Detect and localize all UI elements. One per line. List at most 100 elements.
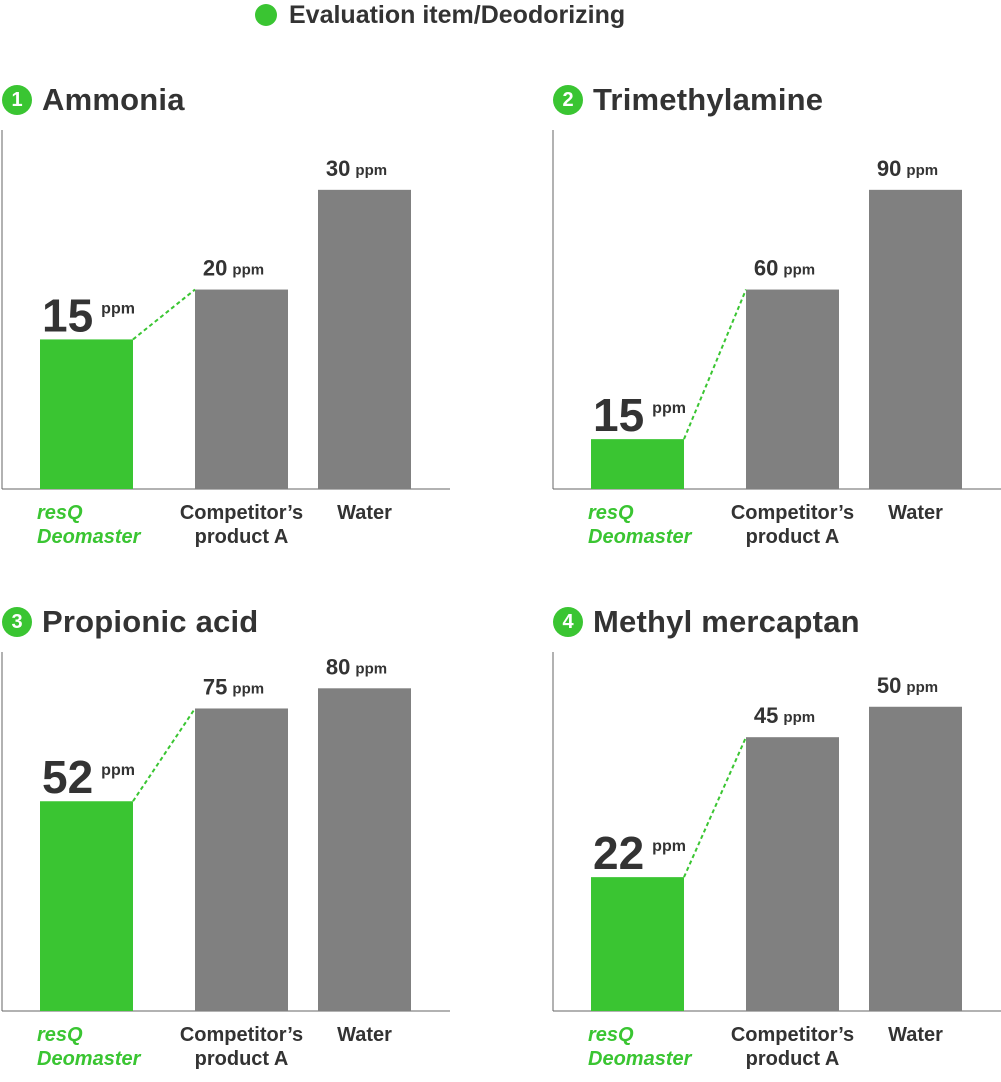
- bar-2: [869, 189, 962, 490]
- number-badge-icon: 1: [2, 85, 32, 115]
- chart-title: 3 Propionic acid: [2, 604, 259, 639]
- bar-0: [40, 801, 133, 1011]
- chart-title: 2 Trimethylamine: [553, 82, 824, 117]
- bar-2: [318, 688, 411, 1011]
- legend-header: Evaluation item/Deodorizing: [255, 0, 625, 30]
- tick-label: Competitor’s product A: [180, 1024, 303, 1070]
- tick-label-line: Competitor’s: [731, 1024, 854, 1046]
- bar-0: [40, 339, 133, 489]
- tick-label-line: resQ: [588, 502, 634, 524]
- chart-panel-trimethylamine: 2 Trimethylamine 15 ppm resQ Deomaster 60 ppm…: [551, 0, 1001, 548]
- data-label-unit: ppm: [652, 400, 686, 417]
- chart-title: 1 Ammonia: [2, 82, 185, 117]
- data-label: 15 ppm: [42, 289, 135, 341]
- tick-label: Water: [337, 502, 392, 524]
- bar-0: [591, 877, 684, 1011]
- tick-label-line: product A: [746, 526, 840, 548]
- data-label-value: 45: [754, 703, 778, 728]
- data-label: 75 ppm: [203, 674, 264, 699]
- chart-title-text: Propionic acid: [42, 604, 259, 639]
- comparison-connector-line: [683, 289, 747, 440]
- data-label-value: 15: [593, 389, 644, 441]
- data-label-unit: ppm: [652, 838, 686, 855]
- data-label-unit: ppm: [232, 262, 264, 279]
- data-label-unit: ppm: [783, 262, 815, 279]
- tick-label: resQ Deomaster: [37, 1024, 142, 1070]
- data-label-unit: ppm: [101, 762, 135, 779]
- data-label-value: 60: [754, 256, 778, 281]
- bar-chart: 52 ppm resQ Deomaster 75 ppm Competitor’s produ…: [1, 652, 450, 1070]
- data-label-value: 52: [42, 751, 93, 803]
- tick-label: Competitor’s product A: [731, 1024, 854, 1070]
- tick-label-line: Water: [337, 1024, 392, 1046]
- data-label: 45 ppm: [754, 703, 815, 728]
- data-label: 20 ppm: [203, 256, 264, 281]
- data-label-value: 20: [203, 256, 227, 281]
- bar-1: [746, 737, 839, 1011]
- data-label: 80 ppm: [326, 654, 387, 679]
- comparison-connector-line: [683, 736, 747, 878]
- tick-label-line: Deomaster: [37, 526, 142, 548]
- chart-panel-methyl-mercaptan: 4 Methyl mercaptan 22 ppm resQ Deomaster 45 p…: [551, 522, 1001, 1070]
- chart-title-text: Ammonia: [42, 82, 185, 117]
- tick-label-line: product A: [195, 1048, 289, 1070]
- tick-label-line: resQ: [37, 502, 83, 524]
- tick-label: Competitor’s product A: [180, 502, 303, 548]
- tick-label-line: Water: [337, 502, 392, 524]
- tick-label-line: Competitor’s: [180, 1024, 303, 1046]
- data-label: 15 ppm: [593, 389, 686, 441]
- data-label: 60 ppm: [754, 256, 815, 281]
- tick-label-line: product A: [195, 526, 289, 548]
- chart-title-text: Methyl mercaptan: [593, 604, 860, 639]
- bar-0: [591, 439, 684, 489]
- chart-title: 4 Methyl mercaptan: [553, 604, 860, 639]
- data-label-value: 80: [326, 654, 350, 679]
- data-label-unit: ppm: [355, 660, 387, 677]
- tick-label-line: resQ: [588, 1024, 634, 1046]
- bar-1: [195, 708, 288, 1011]
- bar-chart: 15 ppm resQ Deomaster 60 ppm Competitor’s produ…: [552, 130, 1001, 548]
- data-label: 90 ppm: [877, 156, 938, 181]
- data-label-value: 15: [42, 289, 93, 341]
- data-label-value: 90: [877, 156, 901, 181]
- tick-label-line: resQ: [37, 1024, 83, 1046]
- tick-label-line: product A: [746, 1048, 840, 1070]
- tick-label-line: Deomaster: [37, 1048, 142, 1070]
- data-label-unit: ppm: [783, 709, 815, 726]
- data-label-unit: ppm: [232, 680, 264, 697]
- data-label-unit: ppm: [101, 300, 135, 317]
- header-label: Evaluation item/Deodorizing: [289, 0, 626, 29]
- comparison-connector-line: [132, 288, 196, 341]
- number-badge-icon: 2: [553, 85, 583, 115]
- data-label-value: 75: [203, 674, 227, 699]
- tick-label-line: Competitor’s: [731, 502, 854, 524]
- tick-label: Competitor’s product A: [731, 502, 854, 548]
- bar-2: [318, 189, 411, 490]
- green-dot-icon: [255, 4, 277, 26]
- tick-label-line: Water: [888, 502, 943, 524]
- bar-1: [195, 289, 288, 489]
- bar-chart: 15 ppm resQ Deomaster 20 ppm Competitor’s produ…: [1, 130, 450, 548]
- chart-panel-propionic-acid: 3 Propionic acid 52 ppm resQ Deomaster 75 ppm…: [0, 522, 450, 1070]
- data-label-value: 50: [877, 673, 901, 698]
- tick-label: Water: [888, 1024, 943, 1046]
- bar-chart: 22 ppm resQ Deomaster 45 ppm Competitor’s produ…: [552, 652, 1001, 1070]
- tick-label: resQ Deomaster: [588, 1024, 693, 1070]
- tick-label-line: Deomaster: [588, 526, 693, 548]
- data-label: 30 ppm: [326, 156, 387, 181]
- data-label: 50 ppm: [877, 673, 938, 698]
- bar-1: [746, 289, 839, 489]
- data-label-unit: ppm: [906, 679, 938, 696]
- number-badge-icon: 4: [553, 607, 583, 637]
- chart-panel-ammonia: 1 Ammonia 15 ppm resQ Deomaster 20 ppm Competi…: [0, 0, 450, 548]
- data-label-value: 22: [593, 827, 644, 879]
- tick-label-line: Deomaster: [588, 1048, 693, 1070]
- number-badge-icon: 3: [2, 607, 32, 637]
- tick-label: resQ Deomaster: [37, 502, 142, 548]
- tick-label: resQ Deomaster: [588, 502, 693, 548]
- bar-2: [869, 706, 962, 1011]
- comparison-connector-line: [132, 707, 196, 802]
- chart-title-text: Trimethylamine: [593, 82, 824, 117]
- tick-label: Water: [337, 1024, 392, 1046]
- data-label-value: 30: [326, 156, 350, 181]
